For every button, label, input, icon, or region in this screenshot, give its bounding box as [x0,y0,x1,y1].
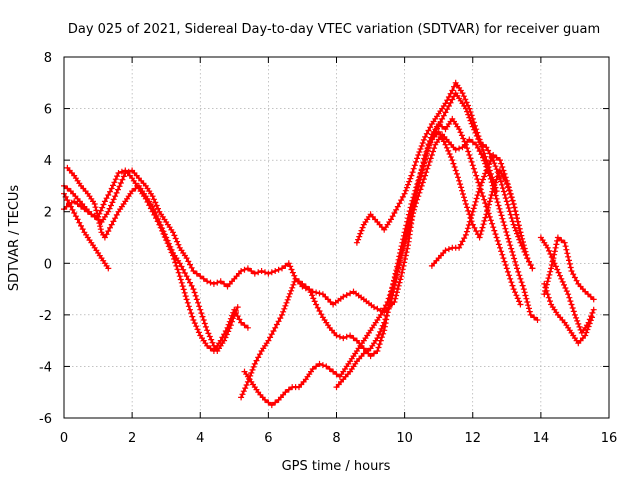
x-axis-label: GPS time / hours [282,459,391,474]
x-tick-label: 14 [533,431,550,446]
series-trace-k [541,234,597,303]
series-markers [428,152,536,272]
y-tick-label: 4 [44,154,52,169]
series-markers [541,280,595,347]
x-tick-label: 10 [396,431,413,446]
series-trace-c [64,164,241,354]
series-line [243,133,539,407]
x-tick-label: 4 [196,431,204,446]
x-tick-label: 12 [464,431,481,446]
y-tick-label: -4 [39,360,52,375]
series-markers [241,131,541,409]
series-trace-f [238,115,524,401]
y-tick-label: 0 [44,257,52,272]
series-markers [541,234,597,303]
y-tick-label: -2 [39,309,52,324]
x-tick-label: 0 [60,431,68,446]
series-trace-l [541,280,595,347]
series-trace-d [61,190,112,272]
series-trace-i [428,152,536,272]
y-tick-label: 8 [44,51,52,66]
y-axis-label: SDTVAR / TECUs [7,185,22,292]
y-tick-label: 6 [44,103,52,118]
y-tick-label: 2 [44,206,52,221]
x-tick-label: 2 [128,431,136,446]
data-series [61,79,597,409]
axis-ticks [63,56,610,419]
y-tick-labels: -6 -4 -2 0 2 4 6 8 [39,51,52,427]
x-tick-label: 16 [601,431,618,446]
series-line [240,117,522,399]
x-tick-labels: 0 2 4 6 8 10 12 14 16 [60,431,617,446]
y-tick-label: -6 [39,412,52,427]
x-tick-label: 8 [332,431,340,446]
series-markers [353,79,500,246]
series-markers [238,115,524,401]
series-trace-e [241,131,541,409]
series-trace-h [353,79,500,246]
grid-lines [64,57,609,418]
x-tick-label: 6 [264,431,272,446]
chart-title: Day 025 of 2021, Sidereal Day-to-day VTE… [68,22,600,37]
series-markers [64,164,241,354]
